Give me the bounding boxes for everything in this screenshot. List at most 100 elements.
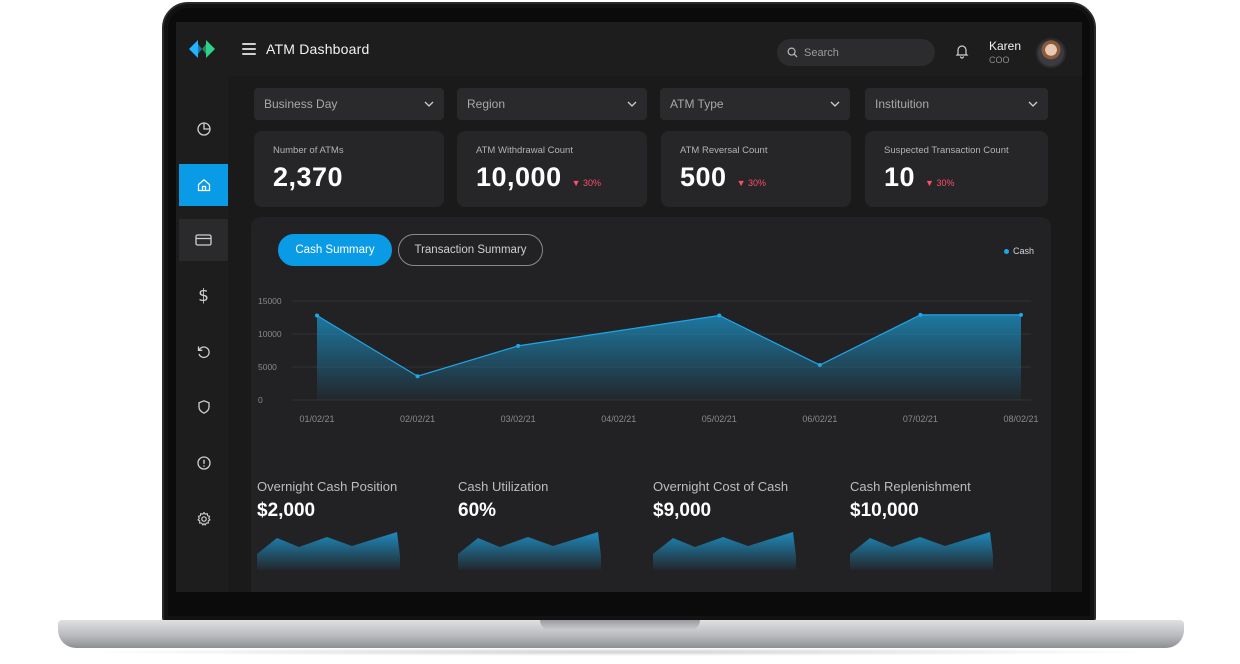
avatar[interactable] xyxy=(1036,38,1066,68)
sidebar-item-reversals[interactable] xyxy=(179,331,228,373)
metric-overnight-cash-position: Overnight Cash Position $2,000 xyxy=(257,479,427,570)
sidebar-item-home[interactable] xyxy=(179,164,228,206)
y-tick-label: 10000 xyxy=(258,329,282,339)
data-point xyxy=(918,312,923,317)
credit-card-icon xyxy=(195,234,212,246)
data-point xyxy=(315,313,319,318)
laptop-shadow xyxy=(70,648,1170,656)
laptop-notch xyxy=(540,620,700,630)
chevron-down-icon xyxy=(830,101,840,107)
metric-value: $9,000 xyxy=(653,500,712,521)
sidebar-item-security[interactable] xyxy=(179,386,228,428)
logo-icon xyxy=(189,40,215,58)
kpi-label: ATM Withdrawal Count xyxy=(476,145,573,156)
legend-label: Cash xyxy=(1013,246,1035,256)
filter-label: Region xyxy=(467,97,506,111)
user-name: Karen xyxy=(989,39,1022,53)
tab-transaction-summary[interactable]: Transaction Summary xyxy=(398,234,543,266)
data-point xyxy=(817,363,822,368)
cash-area-chart: 15000 10000 5000 0 01/02/21 02/02/21 03/02/21 0… xyxy=(258,296,1039,424)
filter-label: ATM Type xyxy=(670,97,724,111)
filter-business-day[interactable]: Business Day xyxy=(254,88,444,120)
x-tick-label: 03/02/21 xyxy=(501,414,536,424)
y-tick-label: 15000 xyxy=(258,296,282,306)
metric-cash-utilization: Cash Utilization 60% xyxy=(458,479,628,570)
data-point xyxy=(1019,312,1023,317)
chevron-down-icon xyxy=(1028,101,1038,107)
y-tick-label: 0 xyxy=(258,395,263,405)
metric-value: $10,000 xyxy=(850,500,919,521)
refresh-icon xyxy=(197,346,210,359)
data-point xyxy=(516,343,521,348)
search-icon xyxy=(787,47,798,58)
kpi-label: ATM Reversal Count xyxy=(680,145,768,156)
kpi-value: 10,000 xyxy=(476,162,562,192)
kpi-value: 500 xyxy=(680,162,727,192)
filter-label: Business Day xyxy=(264,97,338,111)
sidebar-item-cards[interactable] xyxy=(179,219,228,261)
sidebar-item-cash[interactable]: $ xyxy=(179,275,228,317)
filter-atm-type[interactable]: ATM Type xyxy=(660,88,850,120)
kpi-label: Number of ATMs xyxy=(273,145,344,156)
x-tick-label: 08/02/21 xyxy=(1003,414,1038,424)
metric-label: Cash Utilization xyxy=(458,479,549,494)
dollar-icon: $ xyxy=(198,286,209,306)
sidebar-item-settings[interactable] xyxy=(179,498,228,540)
app-logo[interactable] xyxy=(176,22,228,76)
page-title: ATM Dashboard xyxy=(266,41,370,57)
gear-icon xyxy=(196,511,211,526)
sparkline xyxy=(257,532,400,570)
kpi-delta: ▼ 30% xyxy=(925,178,955,188)
hamburger-menu-icon[interactable] xyxy=(242,43,256,55)
screen: ATM Dashboard Karen COO xyxy=(176,22,1082,592)
pie-chart-icon xyxy=(196,122,211,136)
metric-label: Overnight Cost of Cash xyxy=(653,479,789,494)
shield-icon xyxy=(197,400,210,414)
kpi-value: 2,370 xyxy=(273,162,344,192)
kpi-value: 10 xyxy=(884,162,916,192)
kpi-card-suspected-transactions: Suspected Transaction Count 10 ▼ 30% xyxy=(865,131,1048,207)
search-box[interactable] xyxy=(777,39,935,66)
metric-label: Overnight Cash Position xyxy=(257,479,398,494)
chevron-down-icon xyxy=(627,101,637,107)
kpi-card-atm-count: Number of ATMs 2,370 xyxy=(254,131,444,207)
x-tick-label: 07/02/21 xyxy=(903,414,938,424)
metric-overnight-cost-of-cash: Overnight Cost of Cash $9,000 xyxy=(653,479,823,570)
x-tick-label: 06/02/21 xyxy=(802,414,837,424)
x-tick-label: 01/02/21 xyxy=(299,414,334,424)
sparkline xyxy=(850,532,993,570)
x-tick-label: 04/02/21 xyxy=(601,414,636,424)
legend-marker xyxy=(1004,248,1009,254)
kpi-card-withdrawal-count: ATM Withdrawal Count 10,000 ▼ 30% xyxy=(457,131,647,207)
home-icon xyxy=(197,178,210,192)
y-tick-label: 5000 xyxy=(258,362,277,372)
series-area xyxy=(317,314,1021,400)
data-point xyxy=(415,374,420,379)
tab-cash-summary[interactable]: Cash Summary xyxy=(278,234,392,266)
filter-institution[interactable]: Instituition xyxy=(865,88,1048,120)
bell-icon[interactable] xyxy=(954,43,970,59)
x-tick-label: 05/02/21 xyxy=(702,414,737,424)
metric-value: 60% xyxy=(458,500,497,521)
search-input[interactable] xyxy=(804,46,924,59)
main-content: Business Day Region ATM Type Instituitio… xyxy=(228,76,1082,592)
user-role: COO xyxy=(989,55,1010,65)
data-point xyxy=(717,313,722,318)
filter-label: Instituition xyxy=(875,97,930,111)
user-info[interactable]: Karen COO xyxy=(989,39,1021,65)
chevron-down-icon xyxy=(424,101,434,107)
sidebar-item-analytics[interactable] xyxy=(179,108,228,150)
x-tick-label: 02/02/21 xyxy=(400,414,435,424)
chart-legend: Cash xyxy=(1004,246,1034,256)
sidebar-item-alerts[interactable] xyxy=(179,442,228,484)
alert-circle-icon xyxy=(196,456,211,470)
filter-region[interactable]: Region xyxy=(457,88,647,120)
metric-cash-replenishment: Cash Replenishment $10,000 xyxy=(850,479,1020,570)
kpi-delta: ▼ 30% xyxy=(571,178,602,188)
kpi-card-reversal-count: ATM Reversal Count 500 ▼ 30% xyxy=(661,131,851,207)
sidebar: $ xyxy=(176,76,228,592)
summary-panel: Cash Summary Transaction Summary Cash 15… xyxy=(251,217,1051,592)
sparkline xyxy=(653,532,796,570)
sparkline xyxy=(458,532,601,570)
kpi-delta: ▼ 30% xyxy=(736,178,766,188)
